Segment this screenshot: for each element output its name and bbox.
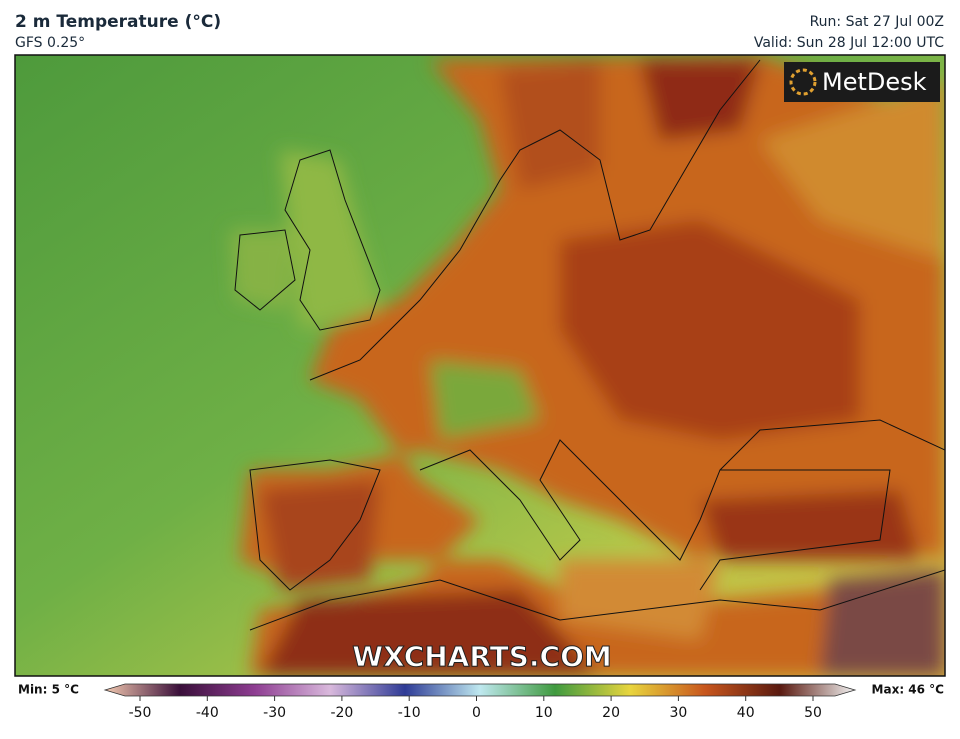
colorbar-tick-label: -50	[129, 705, 152, 721]
colorbar-tick-label: -40	[196, 705, 219, 721]
logo-icon	[789, 68, 817, 96]
colorbar: Min: 5 °C Max: 46 °C -50 -40 -30 -20 -10 0 10 2…	[18, 683, 944, 722]
colorbar-tick-label: 20	[602, 705, 620, 721]
min-label: Min: 5 °C	[18, 683, 79, 697]
colorbar-tick-label: -30	[263, 705, 286, 721]
colorbar-tick-label: -10	[398, 705, 421, 721]
map: MetDesk WXCHARTS.COM	[15, 55, 945, 676]
colorbar-tick-label: -20	[330, 705, 353, 721]
logo: MetDesk	[822, 68, 927, 96]
colorbar-tick-label: 50	[804, 705, 822, 721]
title: 2 m Temperature (°C)	[15, 12, 221, 32]
logo-box	[784, 62, 940, 102]
model: GFS 0.25°	[15, 35, 85, 51]
colorbar-tick-label: 0	[472, 705, 481, 721]
coastlines	[234, 59, 945, 631]
colorbar-ramp	[103, 683, 857, 697]
run-time: Run: Sat 27 Jul 00Z	[810, 14, 944, 30]
colorbar-tick-label: 10	[535, 705, 553, 721]
valid-time: Valid: Sun 28 Jul 12:00 UTC	[754, 35, 944, 51]
colorbar-tick-label: 40	[737, 705, 755, 721]
temperature-field	[230, 55, 945, 676]
max-label: Max: 46 °C	[872, 683, 945, 697]
colorbar-tick-label: 30	[669, 705, 687, 721]
map-frame	[14, 54, 946, 677]
watermark: WXCHARTS.COM	[352, 640, 612, 673]
